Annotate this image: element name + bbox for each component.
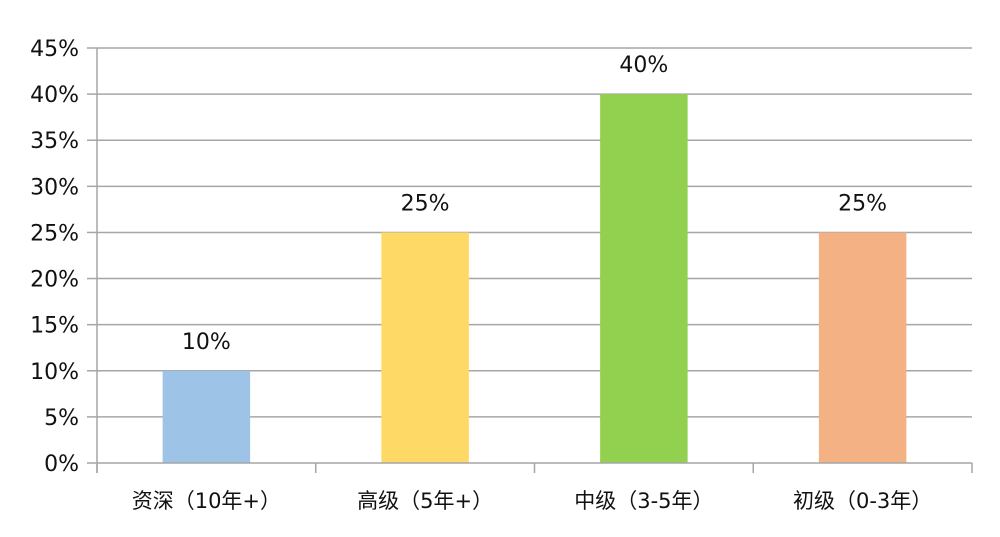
y-tick-label: 35% [30,129,79,154]
y-tick-label: 0% [44,452,79,477]
bar [600,94,688,463]
y-tick-label: 30% [30,175,79,200]
bar [162,370,251,463]
y-tick-label: 25% [30,221,79,246]
y-tick-label: 15% [30,314,79,339]
data-label: 10% [182,330,231,355]
bar [818,232,907,463]
y-tick-label: 10% [30,360,79,385]
y-tick-label: 45% [30,37,79,62]
y-tick-label: 40% [30,83,79,108]
bar [381,232,469,463]
data-label: 25% [838,191,887,216]
y-tick-label: 20% [30,268,79,293]
data-label: 25% [401,191,450,216]
y-tick-label: 5% [44,406,79,431]
x-tick-label: 中级（3-5年） [574,489,713,513]
x-tick-label: 高级（5年+） [357,489,493,513]
x-tick-label: 初级（0-3年） [793,489,932,513]
data-label: 40% [619,53,668,78]
x-tick-label: 资深（10年+） [132,489,281,513]
